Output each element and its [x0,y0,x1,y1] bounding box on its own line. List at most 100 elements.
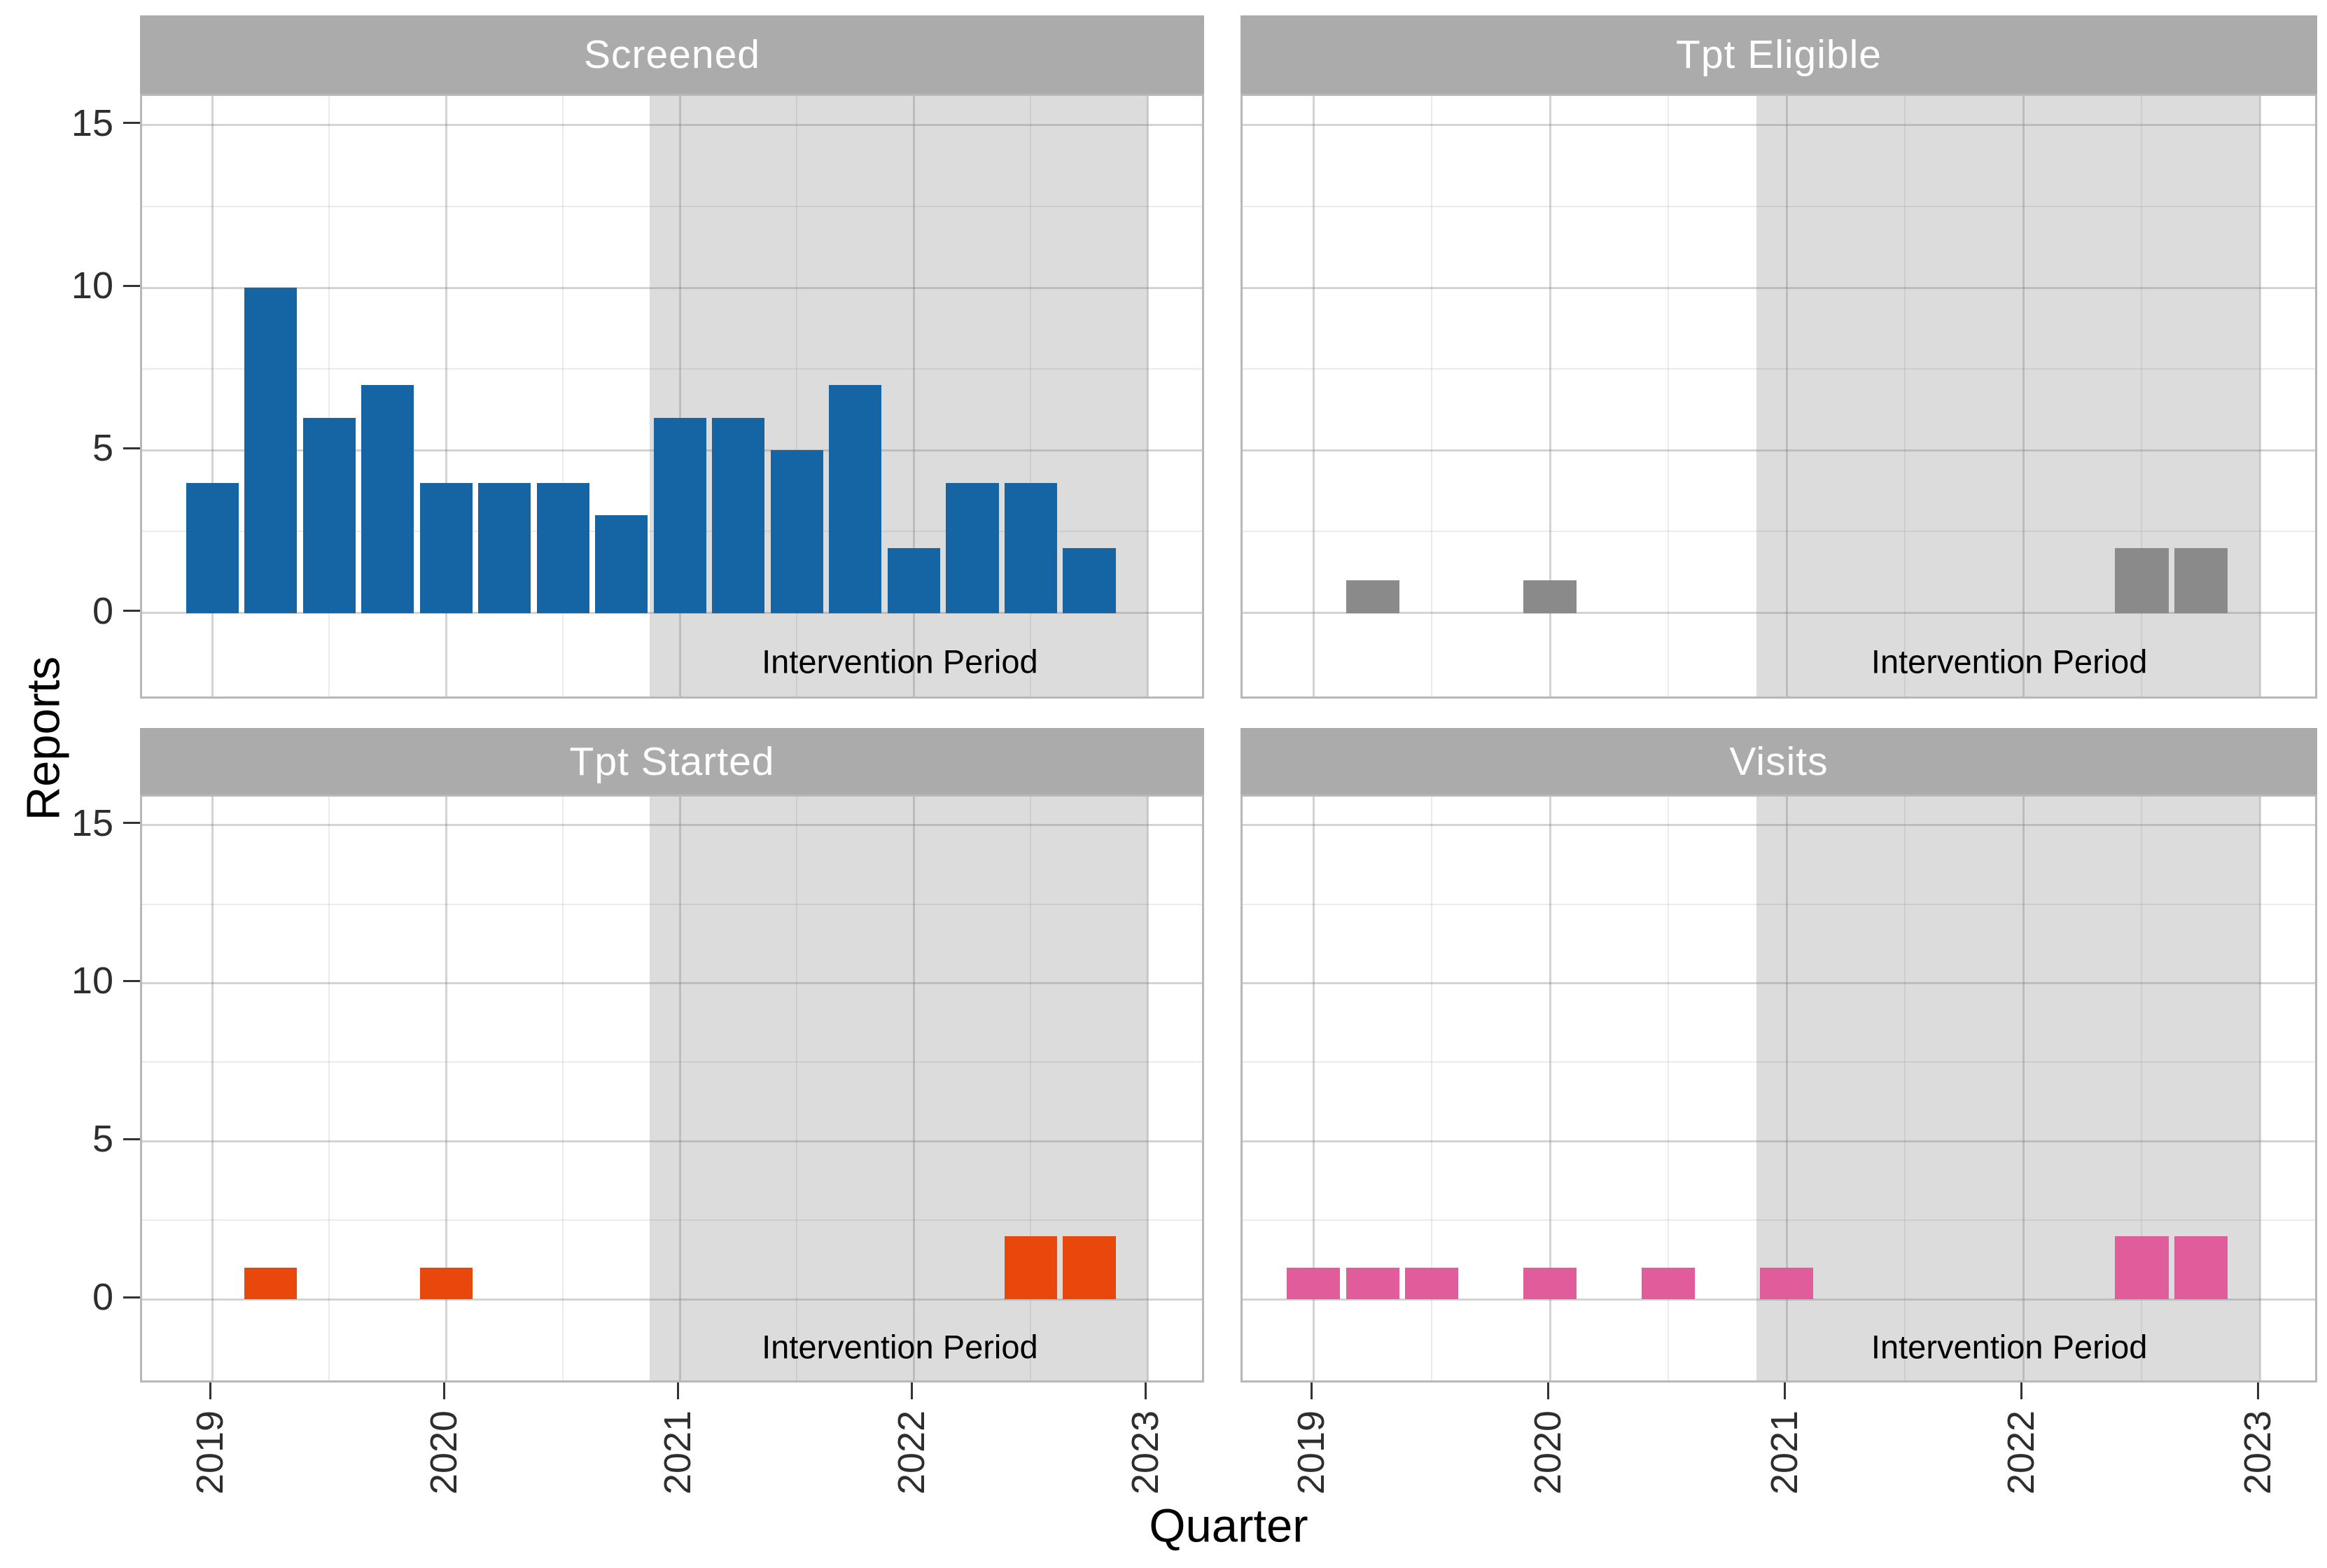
major-gridline [1785,96,1788,696]
major-gridline [1549,797,1551,1380]
major-gridline [1312,96,1315,696]
x-tick-label: 2021 [1763,1410,1806,1495]
minor-gridline [142,368,1202,370]
bar-screened-2021-Q2 [712,417,765,613]
major-gridline [2022,797,2025,1380]
y-tick-mark [123,979,140,982]
minor-gridline [1668,797,1670,1380]
major-gridline [142,286,1202,289]
x-tick-label: 2023 [1124,1410,1167,1495]
major-gridline [211,797,214,1380]
minor-gridline [142,903,1202,905]
facet-title: Tpt Eligible [1676,32,1882,77]
major-gridline [211,96,214,696]
intervention-period-label: Intervention Period [1871,1328,2148,1366]
y-tick-mark [123,1138,140,1140]
bar-tpt-started-2022-Q3 [1004,1236,1058,1300]
y-tick-mark [123,822,140,825]
major-gridline [912,797,915,1380]
bar-screened-2020-Q2 [478,482,531,613]
x-tick-label: 2020 [1527,1410,1570,1495]
x-tick-mark [1546,1382,1549,1399]
bar-screened-2021-Q1 [653,417,706,613]
x-tick-mark [209,1382,211,1399]
major-gridline [1243,1140,2315,1142]
x-tick-label: 2019 [189,1410,232,1495]
intervention-period-label: Intervention Period [762,643,1038,680]
bar-tpt-eligible-2022-Q3 [2115,547,2169,613]
y-axis-title: Reports [17,656,70,820]
bar-visits-2022-Q4 [2174,1236,2228,1300]
minor-gridline [328,797,330,1380]
facet-panel-tpt-eligible: Intervention Period [1241,94,2317,699]
x-tick-mark [2020,1382,2022,1399]
intervention-period-label: Intervention Period [762,1328,1038,1366]
minor-gridline [1243,205,2315,207]
major-gridline [678,96,681,696]
bar-screened-2019-Q4 [361,385,414,613]
major-gridline [1146,96,1149,696]
minor-gridline [1668,96,1670,696]
minor-gridline [142,1219,1202,1222]
x-tick-label: 2023 [2237,1410,2279,1495]
facet-title: Visits [1729,738,1829,784]
bar-tpt-started-2022-Q4 [1063,1236,1116,1300]
bar-tpt-started-2020-Q1 [419,1267,473,1300]
bar-visits-2022-Q3 [2115,1236,2169,1300]
x-axis-title: Quarter [1149,1499,1308,1553]
major-gridline [142,824,1202,827]
bar-tpt-eligible-2019-Q2 [1346,580,1399,613]
bar-screened-2021-Q4 [829,385,882,613]
minor-gridline [2141,96,2143,696]
minor-gridline [1431,797,1433,1380]
minor-gridline [1030,797,1032,1380]
bar-screened-2019-Q1 [186,482,239,613]
x-tick-mark [676,1382,679,1399]
major-gridline [1243,981,2315,984]
minor-gridline [1243,531,2315,533]
x-tick-label: 2022 [2000,1410,2043,1495]
major-gridline [142,1140,1202,1142]
facet-strip-screened: Screened [140,15,1204,94]
minor-gridline [142,205,1202,207]
y-tick-label: 5 [92,1118,113,1161]
bar-screened-2020-Q3 [536,482,589,613]
bar-screened-2022-Q3 [1004,482,1058,613]
y-tick-label: 15 [71,802,113,844]
major-gridline [2258,96,2261,696]
minor-gridline [328,96,330,696]
y-tick-mark [123,122,140,125]
bar-screened-2019-Q3 [302,417,356,613]
bar-screened-2022-Q2 [946,482,999,613]
bar-visits-2021-Q1 [1760,1267,1814,1300]
major-gridline [445,797,447,1380]
major-gridline [1243,612,2315,615]
bar-visits-2020-Q3 [1642,1267,1696,1300]
minor-gridline [2141,797,2143,1380]
facet-visits: Visits Intervention Period [1241,728,2317,1382]
bar-screened-2022-Q4 [1063,547,1116,613]
x-tick-mark [910,1382,913,1399]
y-tick-label: 0 [92,1276,113,1319]
bar-visits-2019-Q2 [1346,1267,1399,1300]
major-gridline [142,124,1202,127]
major-gridline [1243,449,2315,451]
y-tick-label: 0 [92,589,113,632]
major-gridline [1243,824,2315,827]
major-gridline [1312,797,1315,1380]
x-tick-label: 2022 [890,1410,933,1495]
minor-gridline [796,797,798,1380]
y-tick-mark [123,284,140,287]
y-tick-label: 5 [92,427,113,470]
bar-visits-2019-Q1 [1287,1267,1341,1300]
major-gridline [1243,124,2315,127]
major-gridline [912,96,915,696]
major-gridline [2258,797,2261,1380]
minor-gridline [1243,1061,2315,1063]
minor-gridline [1243,368,2315,370]
facet-title: Tpt Started [569,738,775,784]
major-gridline [678,797,681,1380]
x-tick-mark [1144,1382,1147,1399]
y-tick-label: 15 [71,102,113,144]
bar-screened-2020-Q1 [419,482,473,613]
